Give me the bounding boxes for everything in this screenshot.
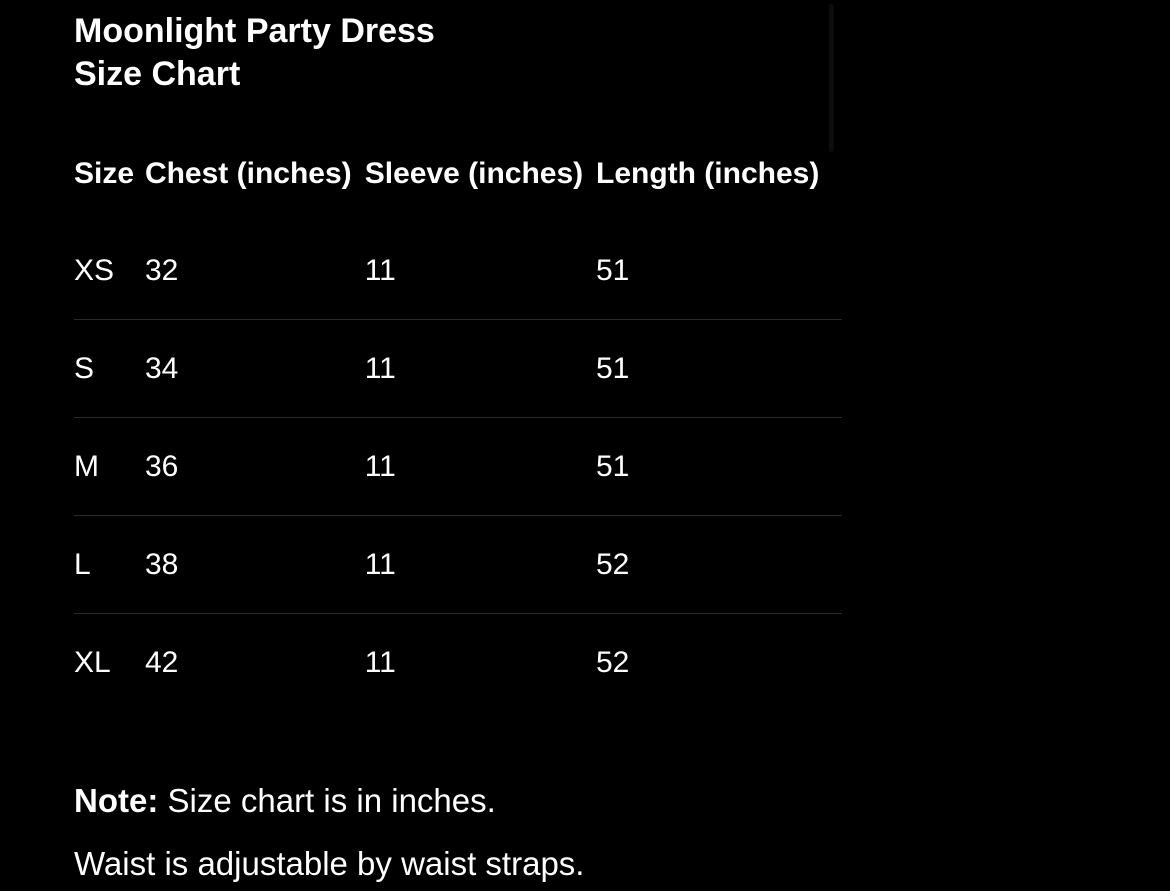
page-title: Moonlight Party Dress Size Chart: [74, 10, 435, 96]
table-row: S 34 11 51: [74, 320, 842, 418]
cell-chest: 42: [144, 645, 179, 679]
table-header-row: Size Chest (inches) Sleeve (inches) Leng…: [74, 125, 842, 222]
cell-sleeve: 11: [364, 253, 396, 287]
note-line-1: Note: Size chart is in inches.: [74, 782, 496, 820]
cell-chest: 34: [144, 351, 179, 385]
cell-sleeve: 11: [364, 645, 396, 679]
title-line-1: Moonlight Party Dress: [74, 12, 435, 50]
table-row: L 38 11 52: [74, 516, 842, 614]
table-row: XL 42 11 52: [74, 614, 842, 712]
cell-sleeve: 11: [364, 449, 396, 483]
cell-sleeve: 11: [364, 351, 396, 385]
note-label: Note:: [74, 782, 159, 819]
cell-length: 51: [596, 253, 630, 287]
cell-chest: 32: [144, 253, 179, 287]
cell-size: M: [74, 449, 99, 483]
cell-size: XS: [74, 253, 115, 287]
title-line-2: Size Chart: [74, 55, 241, 93]
size-chart-table-container[interactable]: Size Chest (inches) Sleeve (inches) Leng…: [74, 125, 842, 711]
cell-length: 52: [596, 547, 630, 581]
note-text: Size chart is in inches.: [158, 782, 496, 819]
scrollbar[interactable]: [829, 4, 834, 152]
table-row: XS 32 11 51: [74, 222, 842, 320]
cell-sleeve: 11: [364, 547, 396, 581]
header-length: Length (inches): [596, 156, 820, 190]
table-row: M 36 11 51: [74, 418, 842, 516]
header-size: Size: [74, 156, 135, 190]
cell-size: XL: [74, 645, 111, 679]
cell-length: 51: [596, 351, 630, 385]
cell-chest: 38: [144, 547, 179, 581]
cell-length: 51: [596, 449, 630, 483]
size-chart-table: Size Chest (inches) Sleeve (inches) Leng…: [74, 125, 842, 711]
header-chest: Chest (inches): [144, 156, 352, 190]
cell-chest: 36: [144, 449, 179, 483]
header-sleeve: Sleeve (inches): [364, 156, 584, 190]
cell-size: S: [74, 351, 95, 385]
cell-length: 52: [596, 645, 630, 679]
note-line-2: Waist is adjustable by waist straps.: [74, 845, 585, 882]
cell-size: L: [74, 547, 91, 581]
